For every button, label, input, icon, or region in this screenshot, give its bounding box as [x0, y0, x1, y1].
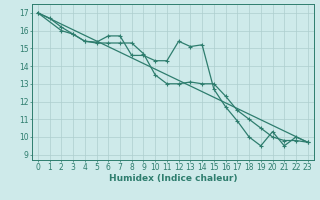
X-axis label: Humidex (Indice chaleur): Humidex (Indice chaleur) [108, 174, 237, 183]
